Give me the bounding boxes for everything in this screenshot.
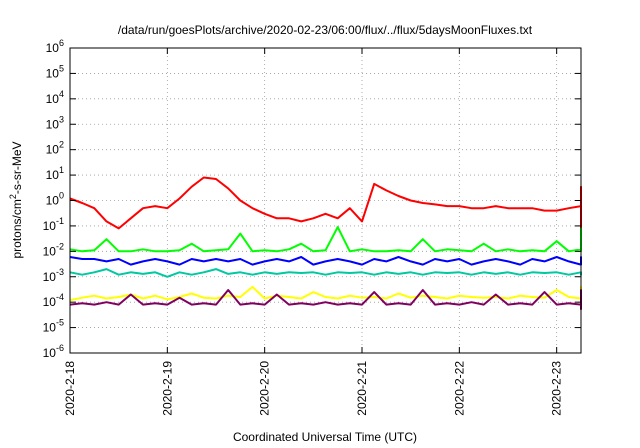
y-tick-base: 10 (46, 168, 60, 182)
y-tick-base: 10 (46, 66, 60, 80)
y-tick-exponent: 3 (59, 114, 64, 124)
x-tick-label: 2020-2-23 (550, 361, 564, 416)
x-tick-label: 2020-2-19 (160, 361, 174, 416)
y-tick-exponent: -3 (56, 267, 64, 277)
y-tick-label: 10-5 (43, 318, 64, 335)
y-tick-label: 10-4 (43, 292, 64, 309)
y-tick-exponent: 4 (59, 89, 64, 99)
y-tick-base: 10 (43, 346, 57, 360)
grid-layer (70, 48, 581, 353)
series-line-3 (69, 256, 582, 266)
y-tick-base: 10 (43, 244, 57, 258)
y-tick-label: 104 (46, 89, 64, 106)
y-tick-base: 10 (46, 143, 60, 157)
y-tick-base: 10 (43, 321, 57, 335)
series-line-2 (69, 226, 582, 253)
x-tick-label: 2020-2-20 (258, 361, 272, 416)
y-tick-exponent: 5 (59, 63, 64, 73)
y-tick-label: 105 (46, 63, 64, 80)
y-tick-exponent: 2 (59, 140, 64, 150)
series-line-4 (69, 268, 582, 278)
chart-title: /data/run/goesPlots/archive/2020-02-23/0… (118, 23, 533, 37)
ylabel-layer: 10-610-510-410-310-210-11001011021031041… (43, 38, 64, 360)
y-tick-base: 10 (46, 117, 60, 131)
y-tick-exponent: 0 (59, 191, 64, 201)
y-axis-title-sup: 2 (8, 194, 18, 199)
tick-layer (69, 47, 581, 354)
y-tick-base: 10 (46, 194, 60, 208)
y-tick-label: 106 (46, 38, 64, 55)
y-tick-exponent: -4 (56, 292, 64, 302)
y-tick-base: 10 (43, 295, 57, 309)
x-tick-label: 2020-2-18 (63, 361, 77, 416)
series-line-1 (69, 176, 582, 233)
y-tick-base: 10 (43, 219, 57, 233)
y-tick-exponent: -1 (56, 216, 64, 226)
x-axis-title: Coordinated Universal Time (UTC) (233, 430, 417, 444)
y-tick-exponent: -2 (56, 241, 64, 251)
y-tick-exponent: 1 (59, 165, 64, 175)
series-line-6 (69, 289, 582, 310)
y-tick-label: 100 (46, 191, 64, 208)
y-tick-base: 10 (46, 92, 60, 106)
y-tick-label: 10-3 (43, 267, 64, 284)
xlabel-layer: 2020-2-18 2020-2-19 2020-2-20 2020-2-21 2020… (63, 361, 564, 416)
y-tick-label: 103 (46, 114, 64, 131)
y-tick-label: 102 (46, 140, 64, 157)
y-tick-label: 10-6 (43, 343, 64, 360)
series-layer (69, 176, 582, 310)
y-axis-title-rest: -s-sr-MeV (10, 141, 24, 194)
y-tick-base: 10 (43, 270, 57, 284)
x-tick-label: 2020-2-22 (452, 361, 466, 416)
y-axis-title: protons/cm2-s-sr-MeV (8, 141, 24, 258)
y-tick-exponent: 6 (59, 38, 64, 48)
y-tick-exponent: -6 (56, 343, 64, 353)
y-tick-label: 101 (46, 165, 64, 182)
x-tick-label: 2020-2-21 (355, 361, 369, 416)
y-tick-label: 10-2 (43, 241, 64, 258)
y-axis-title-base: protons/cm (10, 199, 24, 258)
series-line-5 (69, 285, 582, 302)
y-tick-label: 10-1 (43, 216, 64, 233)
y-tick-exponent: -5 (56, 318, 64, 328)
y-tick-base: 10 (46, 41, 60, 55)
